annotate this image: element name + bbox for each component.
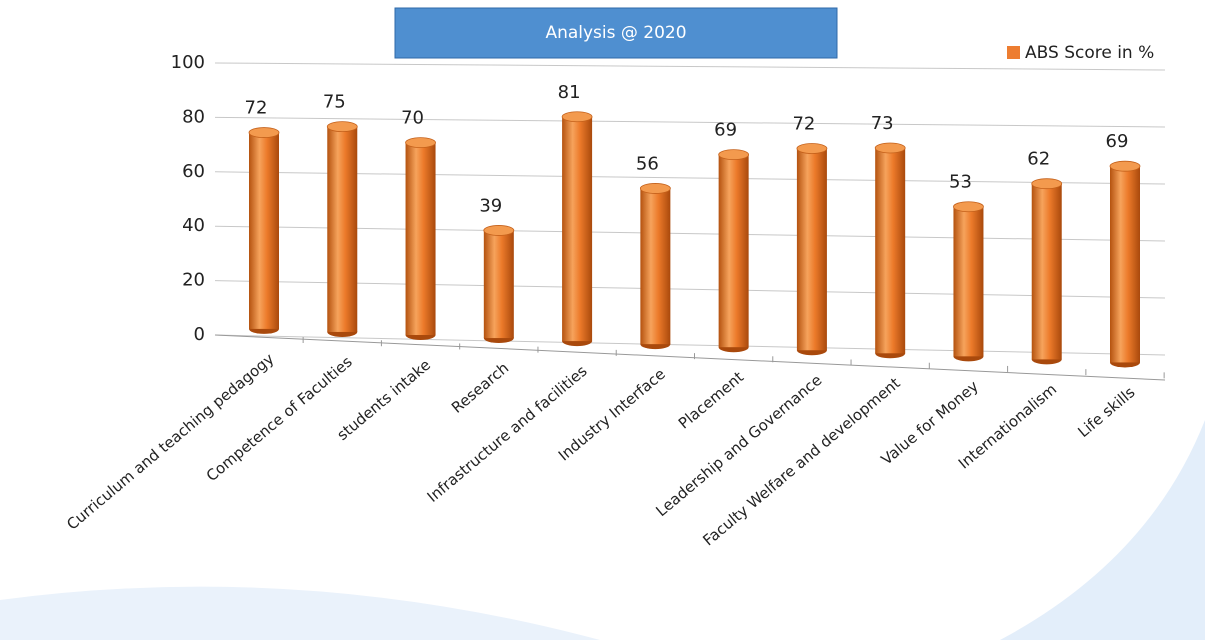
bar-top <box>796 143 828 154</box>
x-tick-label: Research <box>448 359 512 417</box>
data-label: 56 <box>636 153 659 174</box>
y-tick-label: 20 <box>182 270 205 291</box>
bar-top <box>639 183 671 194</box>
bar-top <box>248 127 280 138</box>
data-label: 69 <box>1106 131 1129 152</box>
y-tick-label: 40 <box>182 215 205 236</box>
bar-top <box>405 137 436 149</box>
bar <box>640 188 671 345</box>
y-tick-label: 60 <box>182 161 205 182</box>
bar <box>483 230 514 339</box>
grid-line <box>214 280 1166 299</box>
y-tick-label: 0 <box>194 324 205 345</box>
bar <box>1031 183 1062 360</box>
bar-top <box>483 225 515 236</box>
bar <box>953 206 984 357</box>
bar <box>875 147 906 354</box>
background-swoosh <box>1000 420 1205 640</box>
grid-line <box>214 62 1166 71</box>
data-label: 75 <box>323 92 346 113</box>
data-label: 81 <box>558 82 581 103</box>
background-swoosh <box>0 586 600 640</box>
title-box <box>394 7 838 59</box>
bar-top <box>326 121 358 133</box>
data-label: 72 <box>245 98 268 119</box>
bar <box>1110 166 1140 363</box>
grid-line <box>214 171 1166 185</box>
bar-top <box>1109 160 1141 172</box>
bar <box>327 126 358 332</box>
data-label: 53 <box>949 172 972 193</box>
legend-label: ABS Score in % <box>1025 43 1154 63</box>
y-tick-label: 80 <box>182 106 205 127</box>
data-label: 39 <box>479 195 502 216</box>
bar <box>562 116 593 342</box>
x-tick-label: Life skills <box>1074 383 1138 441</box>
legend-swatch <box>1007 46 1020 59</box>
bar-top <box>561 111 593 123</box>
data-label: 73 <box>871 113 894 134</box>
x-tick-label: Competence of Faculties <box>203 353 356 486</box>
bar <box>718 154 749 348</box>
x-tick-label: Leadership and Governance <box>652 371 825 520</box>
bar-top <box>1031 178 1063 190</box>
grid-line <box>214 225 1166 242</box>
bar <box>796 148 827 351</box>
bar <box>405 142 436 336</box>
x-tick-label: Infrastructure and facilities <box>424 362 591 506</box>
grid-line <box>214 116 1166 128</box>
data-label: 70 <box>401 108 424 129</box>
floor-line <box>214 334 1166 381</box>
bar-top <box>953 201 984 213</box>
bar-top <box>718 149 750 161</box>
x-tick-label: Placement <box>675 368 747 433</box>
data-label: 69 <box>714 120 737 141</box>
bar-top <box>874 142 906 154</box>
grid-line <box>214 334 1166 356</box>
data-label: 72 <box>792 114 815 135</box>
y-tick-label: 100 <box>171 52 205 73</box>
chart-title: Analysis @ 2020 <box>545 23 686 43</box>
bar <box>249 132 279 329</box>
data-label: 62 <box>1027 149 1050 170</box>
